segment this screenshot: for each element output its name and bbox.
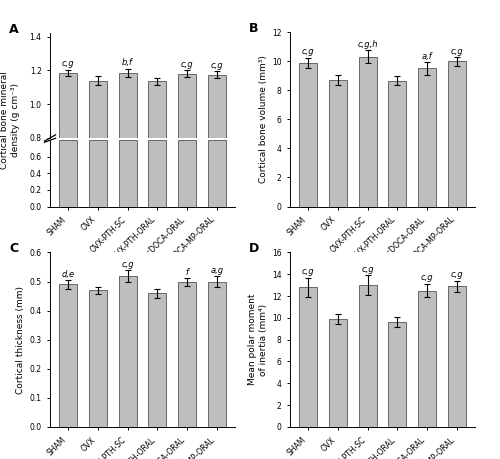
Bar [388,81,406,207]
Bar [89,140,106,207]
Bar [208,140,226,207]
Bar [59,285,77,427]
Bar [148,140,166,207]
Bar [118,73,136,273]
Bar [388,322,406,427]
Bar [329,80,346,207]
Bar [178,140,196,207]
Y-axis label: Cortical thickness (mm): Cortical thickness (mm) [16,285,26,394]
Bar [59,73,77,273]
Text: c,g: c,g [421,274,434,282]
Bar [118,276,136,427]
Bar [178,74,196,273]
Text: d,e: d,e [62,270,74,279]
Bar [299,62,317,207]
Bar [89,290,106,427]
Bar [118,140,136,207]
Bar [448,286,466,427]
Text: c,g: c,g [122,260,134,269]
Text: D: D [250,242,260,255]
Text: c,g: c,g [362,265,374,274]
Bar [418,291,436,427]
Y-axis label: Cortical bone volume (mm³): Cortical bone volume (mm³) [259,56,268,183]
Bar [59,140,77,207]
Text: b,f: b,f [122,58,133,67]
Text: c,g: c,g [62,59,74,68]
Bar [148,81,166,273]
Bar [329,319,346,427]
Bar [208,75,226,273]
Y-axis label: Mean polar moment
of inertia (mm⁴): Mean polar moment of inertia (mm⁴) [248,294,268,386]
Text: a,f: a,f [422,52,432,61]
Text: c,g: c,g [451,270,464,279]
Text: A: A [10,23,19,36]
Text: Cortical bone mineral
density (g cm⁻³): Cortical bone mineral density (g cm⁻³) [0,71,20,169]
Bar [418,68,436,207]
Bar [148,293,166,427]
Text: c,g: c,g [451,47,464,56]
Bar [358,285,376,427]
Text: B: B [250,22,259,35]
Text: c,g: c,g [302,47,314,56]
Bar [448,61,466,207]
Text: C: C [10,242,18,255]
Bar [178,282,196,427]
Bar [299,287,317,427]
Text: f: f [186,268,189,277]
Text: c,g: c,g [181,60,194,69]
Text: c,g,h: c,g,h [358,40,378,49]
Bar [208,281,226,427]
Text: a,g: a,g [210,266,224,275]
Text: c,g: c,g [211,61,224,70]
Text: c,g: c,g [302,267,314,276]
Bar [89,81,106,273]
Bar [358,57,376,207]
